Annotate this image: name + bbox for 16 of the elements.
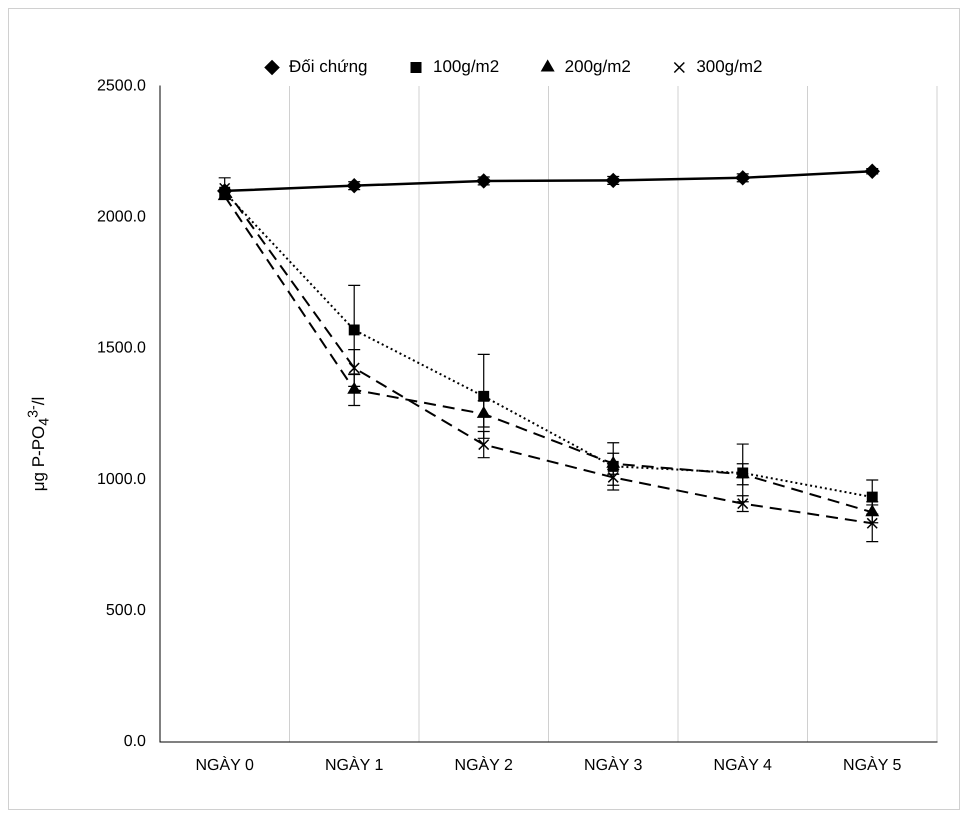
x-tick-label: NGÀY 3 (584, 756, 643, 774)
y-tick-label: 1500.0 (97, 340, 146, 357)
y-tick-label: 500.0 (106, 602, 146, 620)
y-tick-label: 1000.0 (97, 470, 146, 488)
x-tick-label: NGÀY 4 (714, 756, 772, 774)
legend-label: Đối chứng (289, 57, 368, 76)
legend-label: 200g/m2 (564, 57, 631, 76)
x-tick-label: NGÀY 0 (195, 756, 254, 774)
legend-label: 300g/m2 (696, 57, 762, 76)
y-tick-label: 2000.0 (97, 208, 146, 226)
x-tick-label: NGÀY 1 (325, 756, 384, 774)
legend-label: 100g/m2 (433, 57, 500, 76)
x-tick-label: NGÀY 2 (454, 756, 514, 774)
y-tick-label: 0.0 (124, 733, 146, 750)
y-tick-label: 2500.0 (97, 77, 146, 94)
x-tick-label: NGÀY 5 (843, 756, 902, 774)
